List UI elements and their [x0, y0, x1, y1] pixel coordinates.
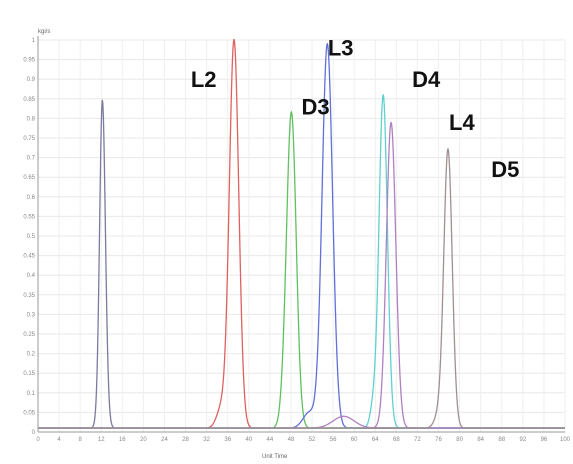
y-tick-label: 0.15 [23, 371, 35, 377]
x-tick-label: 84 [477, 437, 484, 443]
y-tick-label: 1 [32, 38, 36, 44]
y-tick-label: 0.05 [23, 410, 35, 416]
y-tick-label: 0.1 [27, 391, 36, 397]
x-tick-label: 92 [519, 437, 526, 443]
y-tick-label: 0.35 [23, 293, 35, 299]
x-tick-label: 8 [78, 437, 82, 443]
y-axis-unit-label: kgi/s [38, 29, 50, 35]
y-tick-label: 0.8 [27, 116, 36, 122]
axes: 0 0.05 0.1 0.15 0.2 0.25 0.3 0.35 0.4 0.45 0.5 0.55… [23, 36, 571, 443]
x-tick-label: 96 [541, 437, 548, 443]
series-lines [37, 38, 566, 429]
y-tick-label: 0.7 [27, 156, 36, 162]
x-tick-label: 44 [267, 437, 274, 443]
y-tick-label: 0.3 [27, 312, 36, 318]
y-tick-label: 0.55 [23, 214, 35, 220]
x-tick-label: 28 [182, 437, 189, 443]
y-tick-label: 0.65 [23, 175, 35, 181]
x-tick-label: 0 [36, 437, 40, 443]
peak-label-l2: L2 [191, 67, 217, 92]
x-tick-label: 68 [393, 437, 400, 443]
y-tick-label: 0.2 [27, 352, 36, 358]
peak-label-l3: L3 [328, 36, 354, 61]
x-tick-label: 48 [288, 437, 295, 443]
x-tick-label: 20 [140, 437, 147, 443]
y-tick-label: 0.75 [23, 136, 35, 142]
x-tick-label: 64 [372, 437, 379, 443]
x-tick-label: 88 [498, 437, 505, 443]
series-line-3 [37, 111, 566, 429]
series-line-1 [37, 99, 566, 429]
peak-label-d3: D3 [302, 94, 330, 119]
y-tick-label: 0 [32, 430, 36, 436]
x-tick-label: 76 [435, 437, 442, 443]
series-line-5 [37, 94, 566, 429]
x-tick-label: 60 [351, 437, 358, 443]
y-tick-label: 0.5 [27, 234, 36, 240]
peak-label-d5: D5 [491, 157, 519, 182]
peak-label-d4: D4 [412, 67, 441, 92]
y-tick-label: 0.6 [27, 195, 36, 201]
peak-label-l4: L4 [449, 110, 475, 135]
x-tick-label: 16 [119, 437, 126, 443]
x-tick-label: 100 [560, 437, 571, 443]
x-axis-unit-label: Unit Time [262, 454, 288, 460]
x-tick-label: 4 [57, 437, 61, 443]
x-tick-label: 40 [245, 437, 252, 443]
x-tick-label: 36 [224, 437, 231, 443]
x-tick-label: 56 [330, 437, 337, 443]
y-tick-label: 0.85 [23, 97, 35, 103]
x-tick-label: 24 [161, 437, 168, 443]
x-tick-label: 52 [309, 437, 316, 443]
x-tick-label: 72 [414, 437, 421, 443]
peak-labels: L2 D3 L3 D4 L4 D5 [191, 36, 520, 183]
y-tick-label: 0.45 [23, 254, 35, 260]
x-tick-label: 80 [456, 437, 463, 443]
y-tick-label: 0.4 [27, 273, 36, 279]
y-tick-label: 0.9 [27, 77, 36, 83]
series-line-7 [37, 148, 566, 429]
y-tick-label: 0.25 [23, 332, 35, 338]
x-tick-label: 12 [98, 437, 105, 443]
y-tick-label: 0.95 [23, 58, 35, 64]
x-tick-label: 32 [203, 437, 210, 443]
